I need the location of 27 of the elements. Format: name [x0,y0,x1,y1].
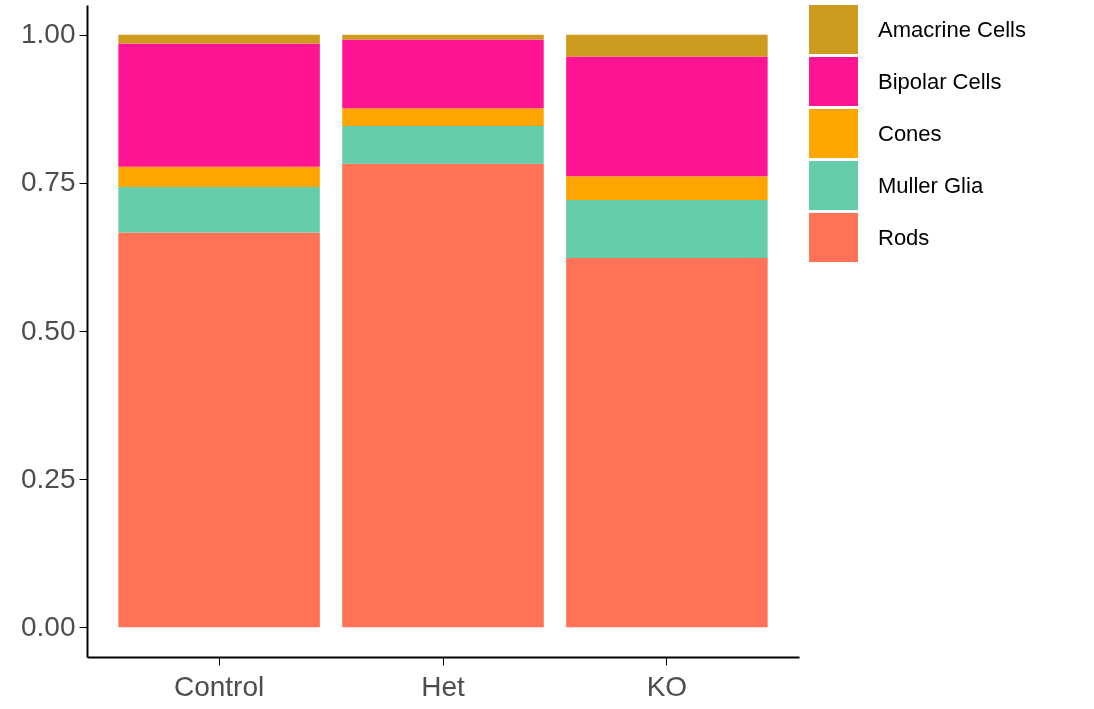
legend-label: Amacrine Cells [878,16,1026,42]
bar [118,34,320,44]
y-tick-label: 0.75 [21,166,76,198]
bar [342,163,544,628]
bar [118,43,320,167]
bar [566,56,768,177]
bar [342,125,544,164]
bar [342,39,544,109]
legend-label: Cones [878,120,942,146]
x-tick-label: KO [646,670,688,702]
y-tick-label: 0.25 [21,462,76,494]
bar [118,232,320,628]
y-tick-label: 0.00 [21,610,76,642]
bar [566,200,768,259]
x-tick-label: Control [173,670,265,702]
bar [118,166,320,187]
bar [566,176,768,201]
legend-label: Muller Glia [878,172,984,198]
y-tick-label: 1.00 [21,18,76,50]
y-tick-label: 0.50 [21,314,76,346]
bar [566,34,768,57]
bar [566,258,768,628]
legend-label: Bipolar Cells [878,68,1002,94]
bar [342,108,544,126]
bar [118,186,320,233]
legend-label: Rods [878,224,930,250]
x-tick-label: Het [421,670,465,702]
